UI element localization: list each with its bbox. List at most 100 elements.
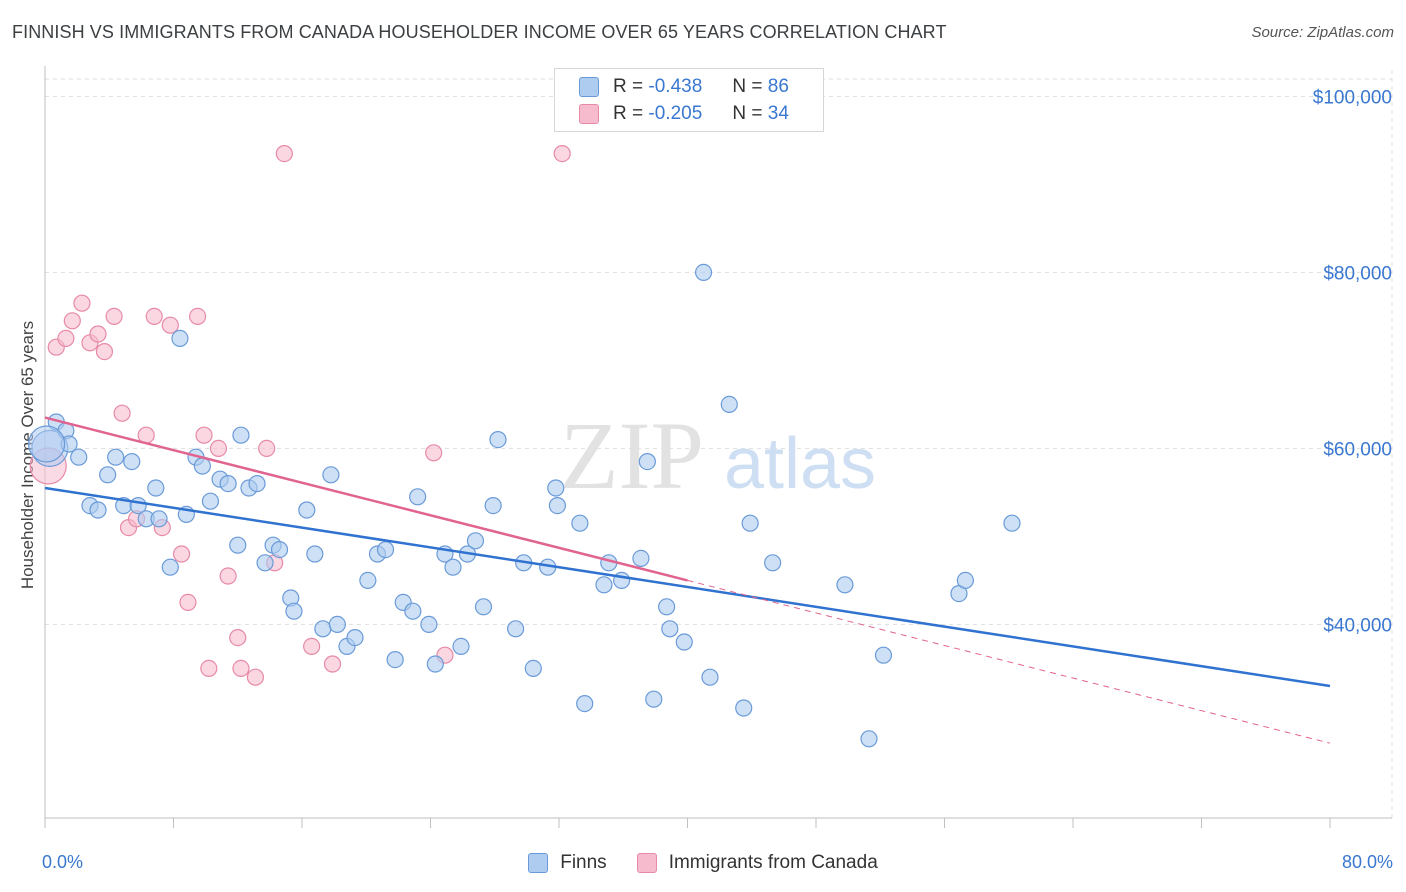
legend-row-canada: R = -0.205 N = 34 [579,102,789,126]
finns-swatch [579,77,599,97]
canada-swatch [636,853,657,873]
finns-point [298,501,316,519]
canada-point [172,545,191,563]
finns-point [735,699,753,717]
finns-point [764,554,782,572]
finns-point [874,646,893,664]
canada-swatch [579,104,599,124]
grid-lines [45,70,1393,818]
watermark-zip: ZIP [560,402,704,509]
finns-point [524,659,542,678]
n-value: 34 [767,103,789,124]
finns-point [346,628,364,647]
y-tick-label: $60,000 [1323,439,1392,460]
canada-point [195,426,213,444]
canada-point [105,307,123,325]
axes [44,66,1392,828]
canada-point [275,145,293,163]
finns-point [229,536,247,554]
finns-point [404,602,422,620]
canada-point [145,307,163,325]
chart-title: FINNISH VS IMMIGRANTS FROM CANADA HOUSEH… [12,22,947,42]
finns-point [701,668,719,686]
finns-point [99,466,117,484]
canada-point [113,404,131,422]
finns-point [201,492,220,510]
finns-point [661,620,679,638]
finns-point [474,598,493,616]
canada-point [553,145,571,163]
series-legend: Finns Immigrants from Canada [0,852,1406,874]
finns-trend-line [44,486,1331,688]
finns-point [426,655,444,673]
finns-point [123,453,141,471]
finns-point [741,514,759,532]
finns-point [328,615,346,634]
finns-point [836,576,854,594]
finns-point [306,545,324,563]
finns-point [658,598,676,616]
canada-point [219,567,237,585]
canada-point [63,312,81,330]
finns-point [376,540,395,559]
finns-points [28,263,1021,748]
finns-point [256,554,274,572]
watermark: ZIP atlas [560,402,876,509]
y-tick-label: $100,000 [1313,87,1392,108]
canada-point [188,307,207,325]
finns-point [28,425,66,463]
finns-point [576,694,594,713]
x-tick-label-max: 80.0% [1341,852,1393,872]
stats-legend: R = -0.438 N = 86 R = -0.205 N = 34 [554,68,824,132]
canada-point [161,316,179,334]
finns-point [314,620,332,638]
finns-point [638,453,656,471]
finns-point [248,475,266,493]
finns-point [595,576,613,594]
r-label: R = [613,76,644,97]
finns-point [860,730,878,748]
finns-point [675,633,693,651]
canada-point [89,325,107,343]
finns-point [489,431,507,449]
finns-point [270,540,289,559]
n-value: 86 [767,76,789,97]
finns-point [409,488,427,506]
canada-trend-extension [687,579,1331,744]
finns-point [420,615,438,634]
y-tick-label: $40,000 [1323,615,1392,636]
finns-point [359,571,377,590]
watermark-atlas: atlas [724,424,876,504]
finns-point [285,602,303,620]
finns-point [171,329,189,347]
x-tick-label-min: 0.0% [42,852,84,872]
finns-point [956,571,974,590]
finns-point [89,501,107,519]
canada-trend-line [44,416,688,582]
legend-label-finns: Finns [560,852,607,873]
canada-point [57,329,75,347]
finns-point [386,650,404,669]
n-label: N = [732,103,763,124]
canada-point [229,628,247,647]
canada-point [323,655,342,673]
finns-point [161,558,179,576]
finns-point [1003,514,1021,532]
canada-point [179,593,197,612]
legend-item-finns[interactable]: Finns [528,852,607,874]
r-value: -0.438 [648,76,703,97]
finns-point [466,532,485,550]
finns-point [452,637,470,656]
finns-point [107,448,125,466]
y-tick-labels: $40,000 $60,000 $80,000 $100,000 [1313,87,1392,636]
y-tick-label: $80,000 [1323,263,1392,284]
finns-point [632,549,650,568]
finns-point [547,479,565,497]
finns-point [571,514,589,532]
canada-point [258,439,276,457]
legend-item-canada[interactable]: Immigrants from Canada [636,852,878,874]
finns-point [70,448,88,466]
finns-point [694,263,713,281]
finns-point [720,395,738,413]
